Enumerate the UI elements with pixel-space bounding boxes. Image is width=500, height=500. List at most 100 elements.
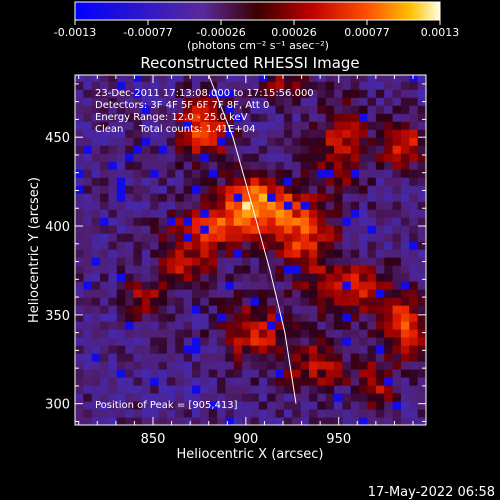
heatmap-cell <box>275 417 285 425</box>
heatmap-cell <box>150 409 160 418</box>
heatmap-cell <box>392 249 402 258</box>
heatmap-cell <box>367 89 377 98</box>
heatmap-cell <box>375 177 385 186</box>
heatmap-cell <box>325 409 335 418</box>
heatmap-cell <box>125 193 135 202</box>
heatmap-cell <box>91 201 101 210</box>
heatmap-cell <box>208 137 218 146</box>
heatmap-cell <box>292 129 302 138</box>
heatmap-cell <box>125 361 135 370</box>
heatmap-cell <box>367 273 377 282</box>
heatmap-cell <box>150 401 160 410</box>
heatmap-cell <box>409 225 419 234</box>
heatmap-cell <box>91 137 101 146</box>
heatmap-cell <box>100 97 110 106</box>
heatmap-cell <box>317 313 327 322</box>
heatmap-cell <box>75 89 84 98</box>
heatmap-cell <box>258 193 268 202</box>
heatmap-cell <box>175 161 185 170</box>
heatmap-cell <box>125 265 135 274</box>
heatmap-cell <box>250 193 260 202</box>
heatmap-cell <box>83 265 93 274</box>
heatmap-cell <box>242 217 252 226</box>
heatmap-cell <box>166 385 176 394</box>
heatmap-cell <box>242 97 252 106</box>
heatmap-cell <box>283 249 293 258</box>
heatmap-cell <box>133 393 143 402</box>
heatmap-cell <box>183 281 193 290</box>
heatmap-cell <box>392 185 402 194</box>
heatmap-cell <box>233 121 243 130</box>
heatmap-cell <box>267 105 277 114</box>
heatmap-cell <box>267 385 277 394</box>
heatmap-cell <box>116 289 126 298</box>
heatmap-cell <box>317 161 327 170</box>
heatmap-cell <box>83 289 93 298</box>
heatmap-cell <box>108 97 118 106</box>
heatmap-cell <box>217 281 227 290</box>
heatmap-cell <box>384 297 394 306</box>
heatmap-cell <box>350 345 360 354</box>
heatmap-cell <box>125 241 135 250</box>
heatmap-cell <box>225 265 235 274</box>
heatmap-cell <box>300 361 310 370</box>
heatmap-cell <box>275 393 285 402</box>
heatmap-cell <box>250 113 260 122</box>
heatmap-cell <box>133 137 143 146</box>
heatmap-cell <box>350 385 360 394</box>
heatmap-cell <box>233 409 243 418</box>
heatmap-cell <box>250 145 260 154</box>
heatmap-cell <box>158 225 168 234</box>
heatmap-cell <box>166 225 176 234</box>
heatmap-cell <box>258 321 268 330</box>
heatmap-cell <box>166 401 176 410</box>
heatmap-cell <box>225 377 235 386</box>
x-tick-label: 900 <box>233 432 258 447</box>
heatmap-cell <box>141 161 151 170</box>
heatmap-cell <box>100 289 110 298</box>
heatmap-cell <box>225 345 235 354</box>
heatmap-cell <box>183 289 193 298</box>
heatmap-cell <box>83 97 93 106</box>
heatmap-cell <box>183 313 193 322</box>
heatmap-cell <box>317 417 327 425</box>
heatmap-cell <box>409 313 419 322</box>
heatmap-cell <box>175 305 185 314</box>
heatmap-cell <box>200 233 210 242</box>
heatmap-cell <box>75 145 84 154</box>
heatmap-cell <box>183 113 193 122</box>
heatmap-cell <box>409 345 419 354</box>
heatmap-cell <box>267 137 277 146</box>
heatmap-cell <box>108 169 118 178</box>
heatmap-cell <box>334 81 344 90</box>
heatmap-cell <box>83 161 93 170</box>
heatmap-cell <box>392 89 402 98</box>
heatmap-cell <box>258 289 268 298</box>
heatmap-cell <box>300 273 310 282</box>
heatmap-cell <box>417 217 426 226</box>
heatmap-cell <box>275 305 285 314</box>
heatmap-cell <box>208 153 218 162</box>
heatmap-cell <box>208 289 218 298</box>
heatmap-cell <box>83 417 93 425</box>
heatmap-cell <box>300 377 310 386</box>
heatmap-cell <box>334 345 344 354</box>
heatmap-cell <box>192 265 201 274</box>
heatmap-cell <box>116 75 126 82</box>
heatmap-cell <box>217 337 227 346</box>
heatmap-cell <box>384 137 394 146</box>
heatmap-cell <box>359 337 369 346</box>
annotation-energy: Energy Range: 12.0 - 25.0 keV <box>95 112 248 123</box>
heatmap-cell <box>375 313 385 322</box>
heatmap-cell <box>175 105 185 114</box>
heatmap-cell <box>292 273 302 282</box>
heatmap-cell <box>350 249 360 258</box>
heatmap-cell <box>309 385 318 394</box>
heatmap-cell <box>141 257 151 266</box>
heatmap-cell <box>166 105 176 114</box>
heatmap-cell <box>400 393 410 402</box>
heatmap-cell <box>233 113 243 122</box>
heatmap-cell <box>200 161 210 170</box>
heatmap-cell <box>125 169 135 178</box>
